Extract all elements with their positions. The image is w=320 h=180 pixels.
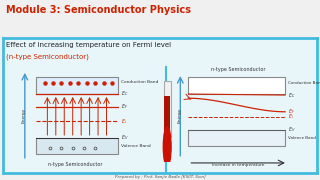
Text: Energy: Energy xyxy=(22,107,26,123)
Bar xyxy=(36,138,118,154)
Text: $E_F$: $E_F$ xyxy=(288,107,295,116)
Text: (n-type Semiconductor): (n-type Semiconductor) xyxy=(6,54,89,60)
Text: Module 3: Semiconductor Physics: Module 3: Semiconductor Physics xyxy=(6,5,191,15)
Text: Increase in temperature: Increase in temperature xyxy=(212,163,264,167)
Text: n-type Semiconductor: n-type Semiconductor xyxy=(48,162,103,167)
Text: Conduction Band: Conduction Band xyxy=(288,80,320,85)
Text: $E_F$: $E_F$ xyxy=(121,102,128,111)
Bar xyxy=(188,77,285,94)
Bar xyxy=(164,81,171,137)
Text: $E_C$: $E_C$ xyxy=(288,91,295,100)
Text: $E_V$: $E_V$ xyxy=(288,125,295,134)
Text: Valence Band: Valence Band xyxy=(121,144,150,148)
Circle shape xyxy=(163,127,171,166)
Bar xyxy=(36,77,118,94)
Bar xyxy=(188,130,285,146)
Text: Valence Band: Valence Band xyxy=(288,136,316,140)
Text: Prepared by : Prof. Sanjiv Badle [KSIIT, Sion]: Prepared by : Prof. Sanjiv Badle [KSIIT,… xyxy=(115,175,205,179)
Text: Energy: Energy xyxy=(178,107,182,123)
Text: Effect of increasing temperature on Fermi level: Effect of increasing temperature on Ferm… xyxy=(6,42,172,48)
Text: $E_i$: $E_i$ xyxy=(288,112,294,122)
Text: n-type Semiconductor: n-type Semiconductor xyxy=(211,67,265,72)
Text: $E_C$: $E_C$ xyxy=(121,90,128,98)
Bar xyxy=(164,96,170,137)
Text: $E_i$: $E_i$ xyxy=(121,117,127,126)
Text: $E_V$: $E_V$ xyxy=(121,133,128,142)
Text: Conduction Band: Conduction Band xyxy=(121,80,158,84)
